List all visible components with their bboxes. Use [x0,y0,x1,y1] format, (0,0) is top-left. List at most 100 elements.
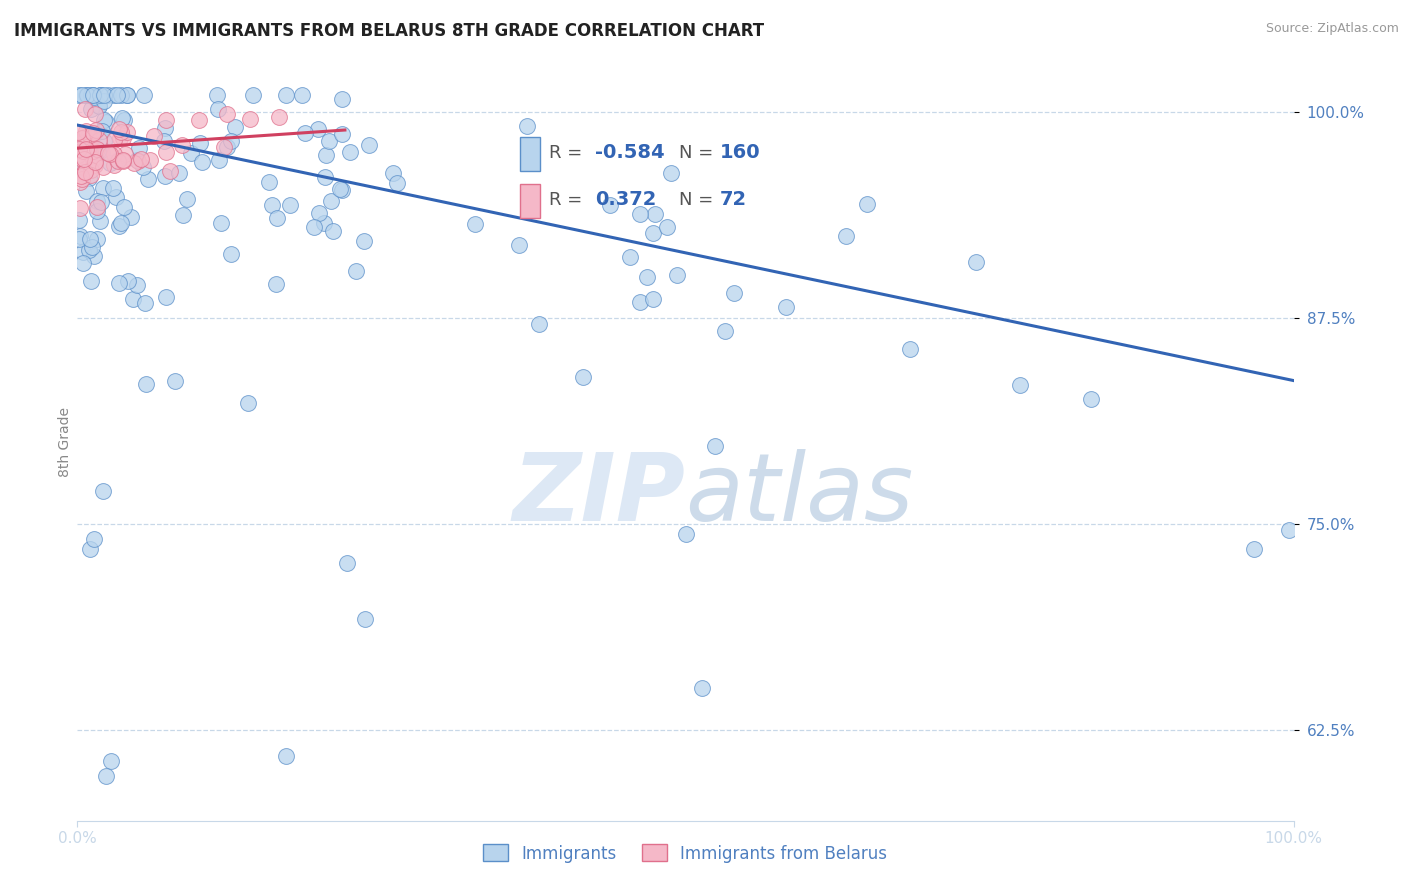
Text: N =: N = [679,191,718,209]
Point [330,91,353,105]
Point [69,175,91,189]
FancyBboxPatch shape [520,137,540,171]
Point [723,285,745,300]
Point [79,232,101,246]
Point [84,123,107,137]
Point [280,198,302,212]
Point [124,156,146,170]
Point [67,88,90,103]
Point [86,200,108,214]
Text: N =: N = [679,144,718,162]
Point [80,102,103,116]
Point [83,249,105,263]
Text: -0.584: -0.584 [595,144,665,162]
Point [98,156,121,170]
Point [108,219,131,233]
Point [208,153,231,168]
Point [80,239,103,253]
Point [75,102,97,116]
Point [205,88,228,103]
Point [170,138,193,153]
Point [75,143,97,157]
Point [89,88,111,103]
Point [93,94,115,108]
Point [83,532,105,546]
Point [89,214,111,228]
Point [464,217,486,231]
Point [86,142,108,156]
Point [187,112,209,127]
Point [83,90,105,104]
Point [115,88,138,103]
Point [675,526,697,541]
Point [82,88,104,103]
Point [107,153,129,168]
Text: 72: 72 [720,190,747,210]
Point [77,244,100,258]
Point [93,135,115,149]
Point [153,169,176,184]
Point [529,317,551,331]
Point [357,138,380,153]
Point [75,142,97,156]
Point [108,276,131,290]
Point [111,130,134,145]
Point [76,88,98,103]
Point [89,97,111,112]
Point [636,270,658,285]
Legend: Immigrants, Immigrants from Belarus: Immigrants, Immigrants from Belarus [477,838,894,869]
Point [315,148,337,162]
Point [155,113,177,128]
Point [103,147,125,161]
Point [93,88,115,103]
Point [72,88,94,103]
FancyBboxPatch shape [520,184,540,218]
Point [70,166,93,180]
Point [83,127,105,141]
Point [103,133,125,147]
Point [110,216,132,230]
Point [215,107,238,121]
Point [107,153,129,167]
Point [619,251,641,265]
Point [89,133,111,147]
Point [91,483,114,498]
Point [108,122,131,136]
Point [155,290,177,304]
Point [127,153,149,167]
Point [188,136,211,150]
Point [80,274,103,288]
Point [82,152,104,166]
Point [508,237,530,252]
Point [77,138,100,153]
Point [75,184,97,198]
Point [67,232,90,246]
Point [314,169,336,184]
Point [125,278,148,293]
Point [70,169,93,183]
Point [136,171,159,186]
Point [69,136,91,150]
Point [209,216,232,230]
Point [127,153,149,168]
Point [69,229,91,244]
Point [80,131,103,145]
Point [382,165,405,179]
Point [90,194,112,209]
Point [101,181,124,195]
Point [775,300,797,314]
Point [86,232,108,246]
Point [239,112,262,127]
Point [86,203,108,218]
Point [108,131,131,145]
Point [72,244,94,259]
Point [70,153,93,167]
Point [117,274,139,288]
Point [75,138,97,153]
Text: Source: ZipAtlas.com: Source: ZipAtlas.com [1265,22,1399,36]
Point [236,396,259,410]
Point [73,152,96,166]
Point [103,88,125,103]
Point [180,145,202,160]
Point [212,140,235,154]
